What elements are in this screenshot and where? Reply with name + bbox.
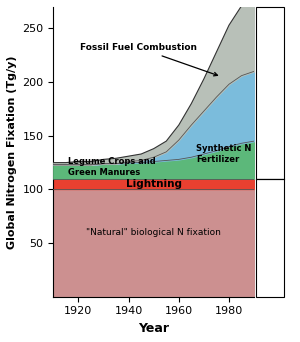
Y-axis label: Global Nitrogen Fixation (Tg/y): Global Nitrogen Fixation (Tg/y) bbox=[7, 55, 17, 249]
Text: Synthetic N
Fertilizer: Synthetic N Fertilizer bbox=[196, 144, 252, 164]
Text: Fossil Fuel Combustion: Fossil Fuel Combustion bbox=[80, 43, 218, 76]
X-axis label: Year: Year bbox=[138, 322, 169, 335]
Text: Lightning: Lightning bbox=[126, 179, 182, 189]
Text: "Natural" biological N fixation: "Natural" biological N fixation bbox=[86, 228, 221, 237]
Text: Legume Crops and
Green Manures: Legume Crops and Green Manures bbox=[68, 157, 156, 176]
Text: Background: Background bbox=[265, 205, 275, 271]
Text: Anthropogenic: Anthropogenic bbox=[265, 52, 275, 133]
